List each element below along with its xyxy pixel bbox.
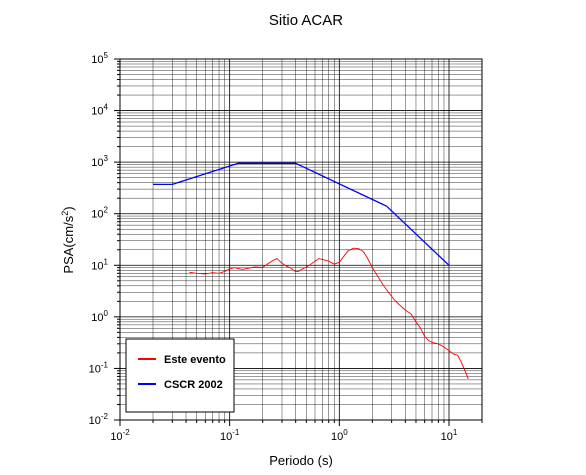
series-line-cscr-2002 [153, 162, 450, 266]
series-layer [153, 162, 469, 379]
x-tick-label: 100 [331, 428, 348, 443]
legend-label-cscr-2002: CSCR 2002 [164, 379, 223, 391]
tick-labels: 10-2 10-1 100 101 10-2 10-1 100 101 102 103 104 105 [89, 51, 458, 443]
legend-label-este-evento: Este evento [164, 354, 226, 366]
legend: Este evento CSCR 2002 [125, 338, 235, 413]
x-tick-label: 10-2 [110, 428, 130, 443]
y-axis-label: PSA(cm/s2) [60, 206, 76, 273]
y-tick-label: 102 [91, 206, 108, 221]
x-tick-label: 10-1 [220, 428, 240, 443]
y-tick-label: 101 [91, 257, 108, 272]
y-axis-label-exp: 2 [60, 211, 70, 216]
y-axis-label-base: PSA(cm/s [61, 215, 76, 273]
grid-lines [119, 58, 483, 421]
x-axis-label: Periodo (s) [269, 453, 333, 468]
y-tick-label: 104 [91, 103, 108, 118]
y-tick-label: 105 [91, 51, 108, 66]
axis-ticks [114, 58, 483, 426]
y-tick-label: 100 [91, 309, 108, 324]
x-tick-label: 101 [441, 428, 458, 443]
legend-box [125, 338, 235, 413]
y-tick-label: 103 [91, 154, 108, 169]
y-tick-label: 10-2 [89, 412, 109, 427]
y-tick-label: 10-1 [89, 360, 109, 375]
y-axis-label-tail: ) [61, 206, 76, 210]
chart-title: Sitio ACAR [269, 12, 343, 29]
plot-frame [119, 58, 483, 421]
series-line-este-evento [189, 247, 469, 379]
